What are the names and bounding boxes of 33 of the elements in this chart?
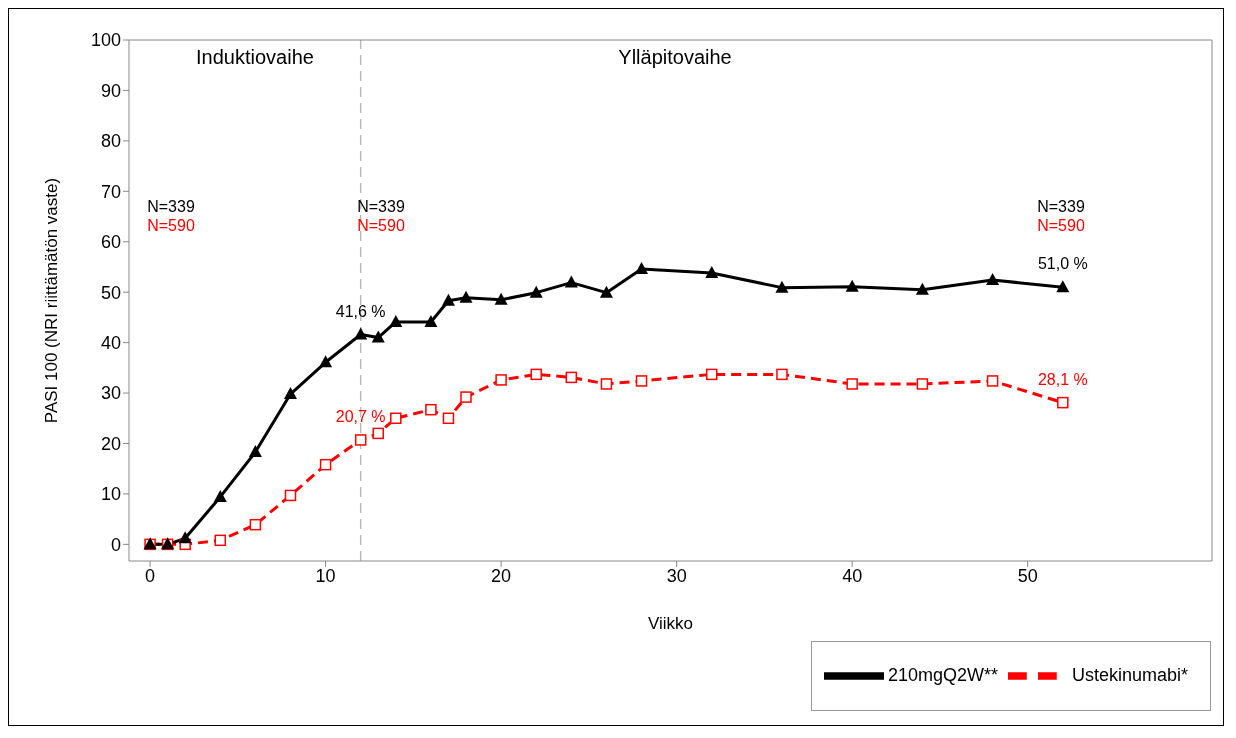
x-tick-label: 40 [842, 565, 863, 586]
legend-label: 210mgQ2W** [887, 664, 998, 685]
x-tick-label: 50 [1017, 565, 1038, 586]
annotation: N=590 [1037, 217, 1085, 235]
y-tick-label: 40 [100, 333, 121, 353]
annotation: N=339 [1037, 198, 1085, 216]
y-tick-label: 20 [100, 433, 121, 454]
data-label: 28,1 % [1037, 370, 1088, 388]
x-tick-label: 20 [491, 565, 512, 586]
y-tick-label: 80 [100, 131, 121, 152]
y-tick-label: 70 [100, 181, 121, 202]
annotation: Ylläpitovaihe [618, 45, 732, 69]
y-tick-label: 60 [100, 232, 121, 253]
data-label: 20,7 % [335, 407, 386, 425]
x-tick-label: 10 [315, 565, 336, 586]
y-tick-label: 50 [100, 282, 121, 303]
x-tick-label: 0 [145, 565, 156, 586]
y-tick-label: 30 [100, 383, 121, 404]
y-tick-label: 10 [100, 484, 121, 505]
y-tick-label: 90 [100, 80, 121, 101]
x-axis-title: Viikko [647, 614, 694, 633]
annotation: N=339 [357, 198, 405, 216]
y-axis-title: PASI 100 (NRI riittämätön vaste) [42, 177, 62, 424]
legend-label: Ustekinumabi* [1071, 664, 1188, 685]
y-tick-label: 0 [110, 534, 121, 555]
annotation: N=590 [147, 217, 195, 235]
x-tick-label: 30 [666, 565, 687, 586]
y-tick-label: 100 [90, 30, 121, 51]
data-label: 51,0 % [1037, 255, 1088, 273]
data-label: 41,6 % [335, 302, 386, 320]
annotation: N=339 [147, 198, 195, 216]
annotation: N=590 [357, 217, 405, 235]
annotation: Induktiovaihe [196, 45, 314, 69]
